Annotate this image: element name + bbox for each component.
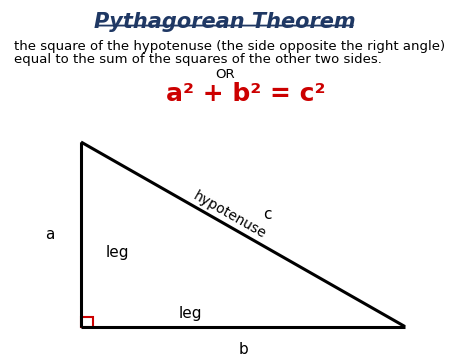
Text: Pythagorean Theorem: Pythagorean Theorem (94, 12, 356, 32)
Text: equal to the sum of the squares of the other two sides.: equal to the sum of the squares of the o… (14, 53, 382, 66)
Text: a² + b² = c²: a² + b² = c² (166, 82, 326, 106)
Text: a: a (45, 227, 54, 242)
Text: b: b (238, 342, 248, 355)
Text: the square of the hypotenuse (the side opposite the right angle) is: the square of the hypotenuse (the side o… (14, 40, 450, 53)
Bar (81, 317, 93, 327)
Text: c: c (263, 207, 272, 223)
Text: hypotenuse: hypotenuse (191, 189, 268, 241)
Text: OR: OR (215, 68, 235, 81)
Text: leg: leg (106, 245, 129, 260)
Text: leg: leg (178, 306, 202, 321)
